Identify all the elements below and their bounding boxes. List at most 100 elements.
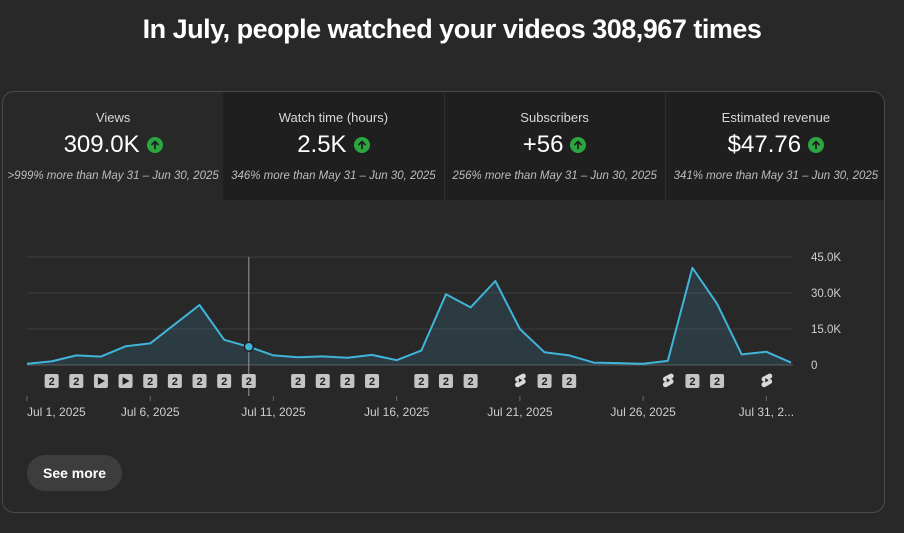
upload-count-marker[interactable] [340,374,355,388]
upload-count-label: 2 [344,376,350,388]
x-tick-label: Jul 31, 2... [739,405,794,419]
shorts-glyph [515,373,526,388]
data-point[interactable] [789,361,793,365]
arrow-up-icon [146,137,163,153]
metric-label: Views [95,110,131,125]
upload-count-marker[interactable] [710,374,725,388]
upload-count-marker[interactable] [438,374,453,388]
metric-change: >999% more than May 31 – Jun 30, 2025 [7,170,219,182]
data-point[interactable] [148,341,152,345]
metric-label: Subscribers [520,110,589,125]
data-point[interactable] [444,292,448,296]
data-point[interactable] [222,338,226,342]
upload-count-marker[interactable] [315,374,330,388]
upload-count-marker[interactable] [463,374,478,388]
data-point[interactable] [690,266,694,270]
upload-count-marker[interactable] [143,374,158,388]
arrow-up-icon [353,137,370,153]
upload-count-marker[interactable] [241,374,256,388]
metric-tab-views[interactable]: Views 309.0K >999% more than May 31 – Ju… [3,92,223,200]
upload-count-label: 2 [689,376,695,388]
metric-tab-subscribers[interactable]: Subscribers +56 256% more than May 31 – … [443,92,665,200]
data-point[interactable] [321,354,325,358]
page-headline: In July, people watched your videos 308,… [142,14,762,44]
metric-value: 2.5K [297,131,347,158]
upload-count-label: 2 [221,376,227,388]
upload-count-label: 2 [566,376,572,388]
y-tick-label: 0 [811,360,817,372]
shorts-icon[interactable] [761,373,773,388]
upload-count-marker[interactable] [167,374,182,388]
analytics-card: Views 309.0K >999% more than May 31 – Ju… [2,91,885,513]
shorts-icon[interactable] [662,373,674,388]
upload-count-label: 2 [714,376,720,388]
views-chart[interactable]: 45.0K 30.0K 15.0K 0 2 2 2 2 2 2 2 2 2 2 2 2 2 2 2 2 2 2 Jul 1,… [3,92,884,432]
upload-count-label: 2 [468,376,474,388]
play-icon [122,377,130,385]
upload-count-label: 2 [320,376,326,388]
data-point[interactable] [74,353,78,357]
data-point[interactable] [543,350,547,354]
data-point[interactable] [419,349,423,353]
upload-count-label: 2 [147,376,153,388]
y-tick-label: 15.0K [811,324,841,336]
data-point[interactable] [198,303,202,307]
upload-count-label: 2 [418,376,424,388]
upload-count-marker[interactable] [365,374,380,388]
upload-count-marker[interactable] [537,374,552,388]
data-point[interactable] [616,361,620,365]
upload-count-marker[interactable] [414,374,429,388]
upload-count-marker[interactable] [44,374,59,388]
data-point[interactable] [715,302,719,306]
data-point[interactable] [345,356,349,360]
upload-count-marker[interactable] [685,374,700,388]
data-point[interactable] [25,362,29,366]
upload-count-marker[interactable] [69,374,84,388]
x-tick-label: Jul 16, 2025 [364,405,430,419]
metric-value: +56 [522,131,564,158]
data-point[interactable] [740,352,744,356]
metric-value: $47.76 [727,131,802,158]
metric-tab-revenue[interactable]: Estimated revenue $47.76 341% more than … [664,92,884,200]
metric-label: Watch time (hours) [278,110,389,125]
x-tick-label: Jul 26, 2025 [610,405,676,419]
see-more-button[interactable]: See more [27,455,123,491]
data-point[interactable] [493,279,497,283]
upload-count-label: 2 [73,376,79,388]
upload-count-marker[interactable] [192,374,207,388]
data-point[interactable] [271,353,275,357]
upload-count-marker[interactable] [562,374,577,388]
hover-point [243,341,255,353]
metric-change: 341% more than May 31 – Jun 30, 2025 [673,170,879,182]
data-point[interactable] [124,344,128,348]
upload-count-label: 2 [295,376,301,388]
play-icon [97,377,105,385]
data-point[interactable] [666,359,670,363]
data-point[interactable] [469,305,473,309]
y-tick-label: 45.0K [811,252,841,264]
shorts-icon[interactable] [515,373,526,388]
data-point[interactable] [370,353,374,357]
arrow-up-icon [570,137,587,153]
y-tick-label: 30.0K [811,288,841,300]
x-tick-label: Jul 11, 2025 [241,405,306,419]
metric-change: 346% more than May 31 – Jun 30, 2025 [231,170,436,182]
data-point[interactable] [641,362,645,366]
metric-label: Estimated revenue [721,110,831,125]
arrow-up-icon [808,137,825,153]
data-point[interactable] [99,355,103,359]
data-point[interactable] [764,350,768,354]
data-point[interactable] [567,353,571,357]
data-point[interactable] [518,327,522,331]
data-point[interactable] [173,322,177,326]
data-point[interactable] [592,361,596,365]
data-point[interactable] [395,358,399,362]
metric-tabs: Views 309.0K >999% more than May 31 – Ju… [3,92,884,200]
metric-tab-watch-time[interactable]: Watch time (hours) 2.5K 346% more than M… [223,92,444,200]
data-point[interactable] [50,359,54,363]
upload-count-label: 2 [196,376,202,388]
metric-value: 309.0K [63,131,140,158]
upload-count-marker[interactable] [291,374,306,388]
upload-count-marker[interactable] [217,374,232,388]
data-point[interactable] [296,355,300,359]
